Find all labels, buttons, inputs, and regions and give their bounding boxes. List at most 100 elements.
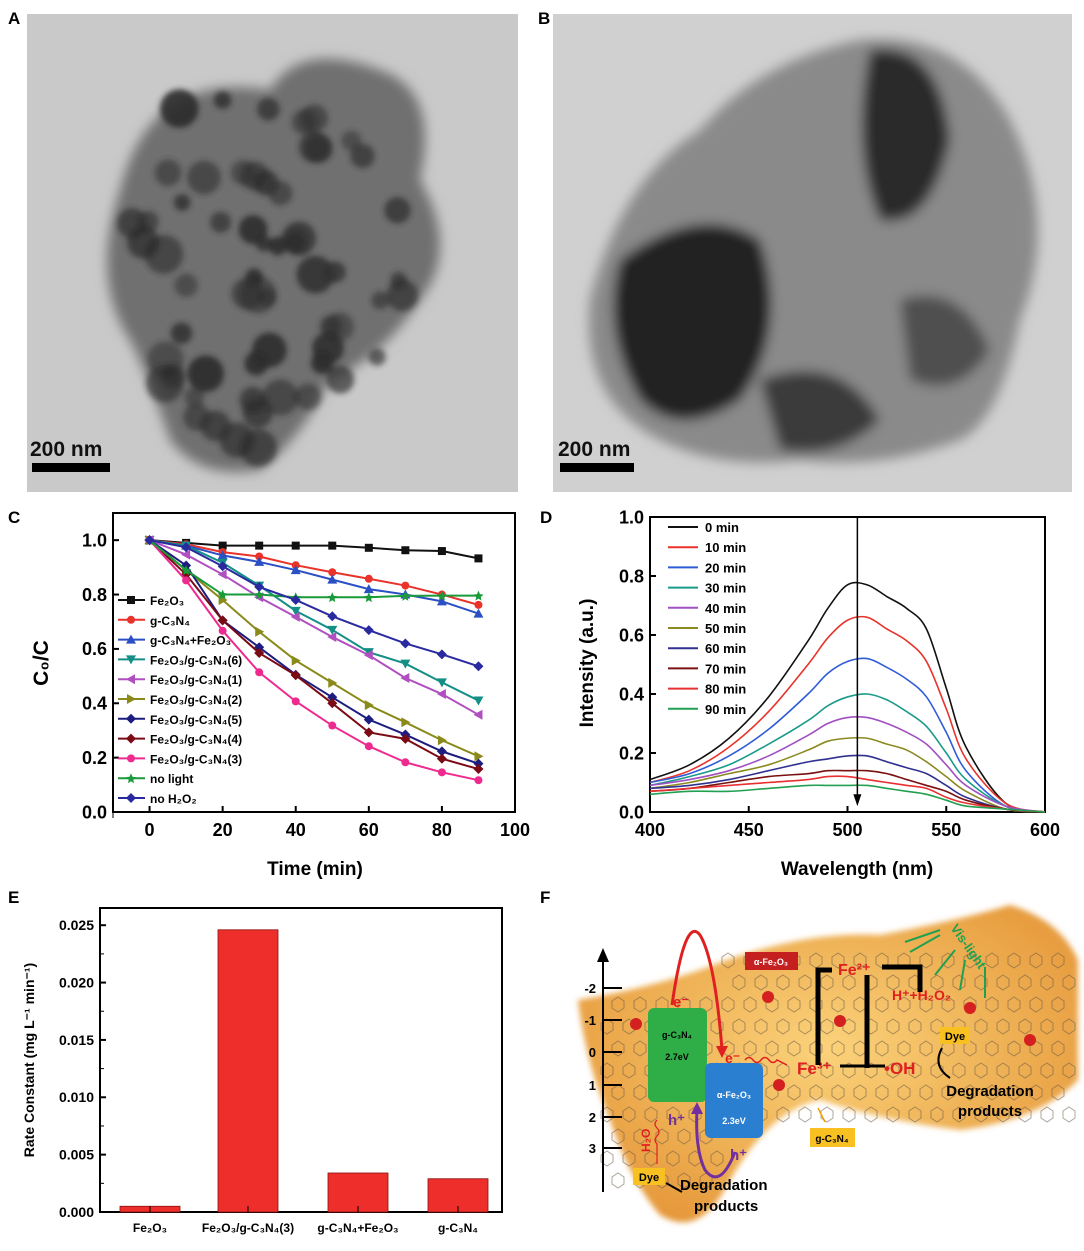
y-tick-label: 0.2 bbox=[619, 743, 644, 763]
data-point bbox=[255, 541, 264, 550]
ring bbox=[831, 996, 845, 1013]
ring bbox=[611, 996, 625, 1013]
legend-label: 30 min bbox=[705, 581, 746, 596]
series-line bbox=[149, 539, 479, 716]
data-point bbox=[363, 727, 374, 738]
ring bbox=[963, 952, 977, 969]
ring bbox=[974, 1018, 988, 1035]
data-point bbox=[254, 647, 265, 658]
ring bbox=[754, 974, 768, 991]
data-point bbox=[436, 678, 447, 688]
arrow-head-icon bbox=[691, 1102, 703, 1114]
nanoparticle bbox=[256, 97, 280, 121]
x-tick-label: 600 bbox=[1030, 820, 1060, 840]
y-tick-label: 0.6 bbox=[619, 625, 644, 645]
ring bbox=[985, 1084, 999, 1101]
gcn-callout-box bbox=[810, 1128, 855, 1147]
panel-label-c: C bbox=[8, 508, 20, 527]
ring bbox=[809, 1084, 823, 1101]
ring bbox=[666, 1106, 680, 1123]
legend-label: 60 min bbox=[705, 641, 746, 656]
ring bbox=[908, 1106, 922, 1123]
degradation-right-2: products bbox=[958, 1103, 1022, 1120]
ring bbox=[776, 1106, 790, 1123]
data-point bbox=[363, 592, 374, 603]
panel-label-f: F bbox=[540, 888, 550, 907]
data-point bbox=[126, 793, 136, 803]
nanoparticle bbox=[238, 275, 277, 314]
fe2o3-particle bbox=[630, 1018, 642, 1030]
fenton-cycle-arrows bbox=[815, 964, 923, 1068]
plot-frame bbox=[99, 907, 503, 1213]
legend-item: Fe₂O₃/g-C₃N₄(2) bbox=[118, 693, 242, 707]
data-point bbox=[127, 615, 135, 624]
fe2o3-band-box bbox=[705, 1063, 763, 1138]
scale-bar-b: 200 nm bbox=[558, 438, 634, 472]
data-point bbox=[327, 574, 338, 584]
nanoparticle bbox=[154, 159, 182, 187]
ring bbox=[754, 1018, 768, 1035]
ring bbox=[644, 1106, 658, 1123]
dye-label-right: Dye bbox=[945, 1031, 965, 1043]
ring bbox=[897, 1084, 911, 1101]
y-tick-label: 0.000 bbox=[59, 1204, 94, 1220]
data-point bbox=[327, 611, 338, 622]
y-tick-label: 0.4 bbox=[82, 694, 107, 714]
nanoparticle bbox=[296, 255, 335, 294]
nanoparticle bbox=[147, 341, 184, 378]
y-tick-label: 1.0 bbox=[619, 507, 644, 527]
fe3-label: Fe³⁺ bbox=[797, 1059, 832, 1078]
nanoparticle bbox=[312, 332, 344, 365]
y-tick-label: 0.020 bbox=[59, 974, 94, 990]
legend-label: 40 min bbox=[705, 601, 746, 616]
ring bbox=[941, 952, 955, 969]
nanoparticle bbox=[213, 91, 232, 109]
legend-item: Fe₂O₃/g-C₃N₄(3) bbox=[118, 752, 242, 766]
ring bbox=[633, 996, 647, 1013]
series-10 bbox=[144, 535, 484, 672]
tem-image-a bbox=[27, 14, 518, 492]
energy-tick-label: -2 bbox=[584, 981, 596, 996]
data-point bbox=[328, 677, 338, 688]
data-point bbox=[217, 615, 228, 626]
ring bbox=[842, 1106, 856, 1123]
legend-item: 60 min bbox=[668, 641, 746, 656]
ring bbox=[710, 1018, 724, 1035]
legend-item: 80 min bbox=[668, 682, 746, 697]
ring bbox=[622, 1150, 636, 1167]
ring bbox=[655, 1128, 669, 1145]
bar bbox=[327, 1172, 389, 1213]
ring bbox=[1040, 1062, 1054, 1079]
nanoparticle bbox=[371, 291, 390, 310]
fe2o3-particle bbox=[1024, 1034, 1036, 1046]
spectrum-curve bbox=[649, 581, 1046, 813]
data-point bbox=[291, 541, 300, 550]
ring bbox=[1018, 1018, 1032, 1035]
ring bbox=[963, 1084, 977, 1101]
ring bbox=[875, 1040, 889, 1057]
data-point bbox=[126, 655, 136, 665]
data-point bbox=[126, 713, 136, 724]
data-point bbox=[363, 650, 373, 661]
ring bbox=[1018, 974, 1032, 991]
data-point bbox=[144, 535, 155, 546]
panel-label-d: D bbox=[540, 508, 552, 527]
nanoparticle bbox=[368, 348, 386, 366]
nanoparticle bbox=[184, 387, 205, 408]
nanoparticle bbox=[262, 379, 299, 416]
water-oxidation-arrow bbox=[654, 1119, 660, 1164]
series-4 bbox=[144, 535, 483, 720]
legend-item: 70 min bbox=[668, 661, 746, 676]
ring bbox=[831, 952, 845, 969]
data-point bbox=[254, 556, 265, 566]
data-point bbox=[327, 631, 337, 642]
dye-label-left: Dye bbox=[639, 1172, 659, 1184]
data-point bbox=[400, 659, 411, 669]
legend-label: no H₂O₂ bbox=[150, 792, 197, 806]
electron-label: e⁻ bbox=[673, 994, 689, 1011]
nanoparticle bbox=[170, 322, 193, 345]
ring bbox=[677, 1128, 691, 1145]
series-line bbox=[149, 539, 479, 615]
nanoparticle bbox=[268, 181, 293, 206]
ring bbox=[710, 1150, 724, 1167]
